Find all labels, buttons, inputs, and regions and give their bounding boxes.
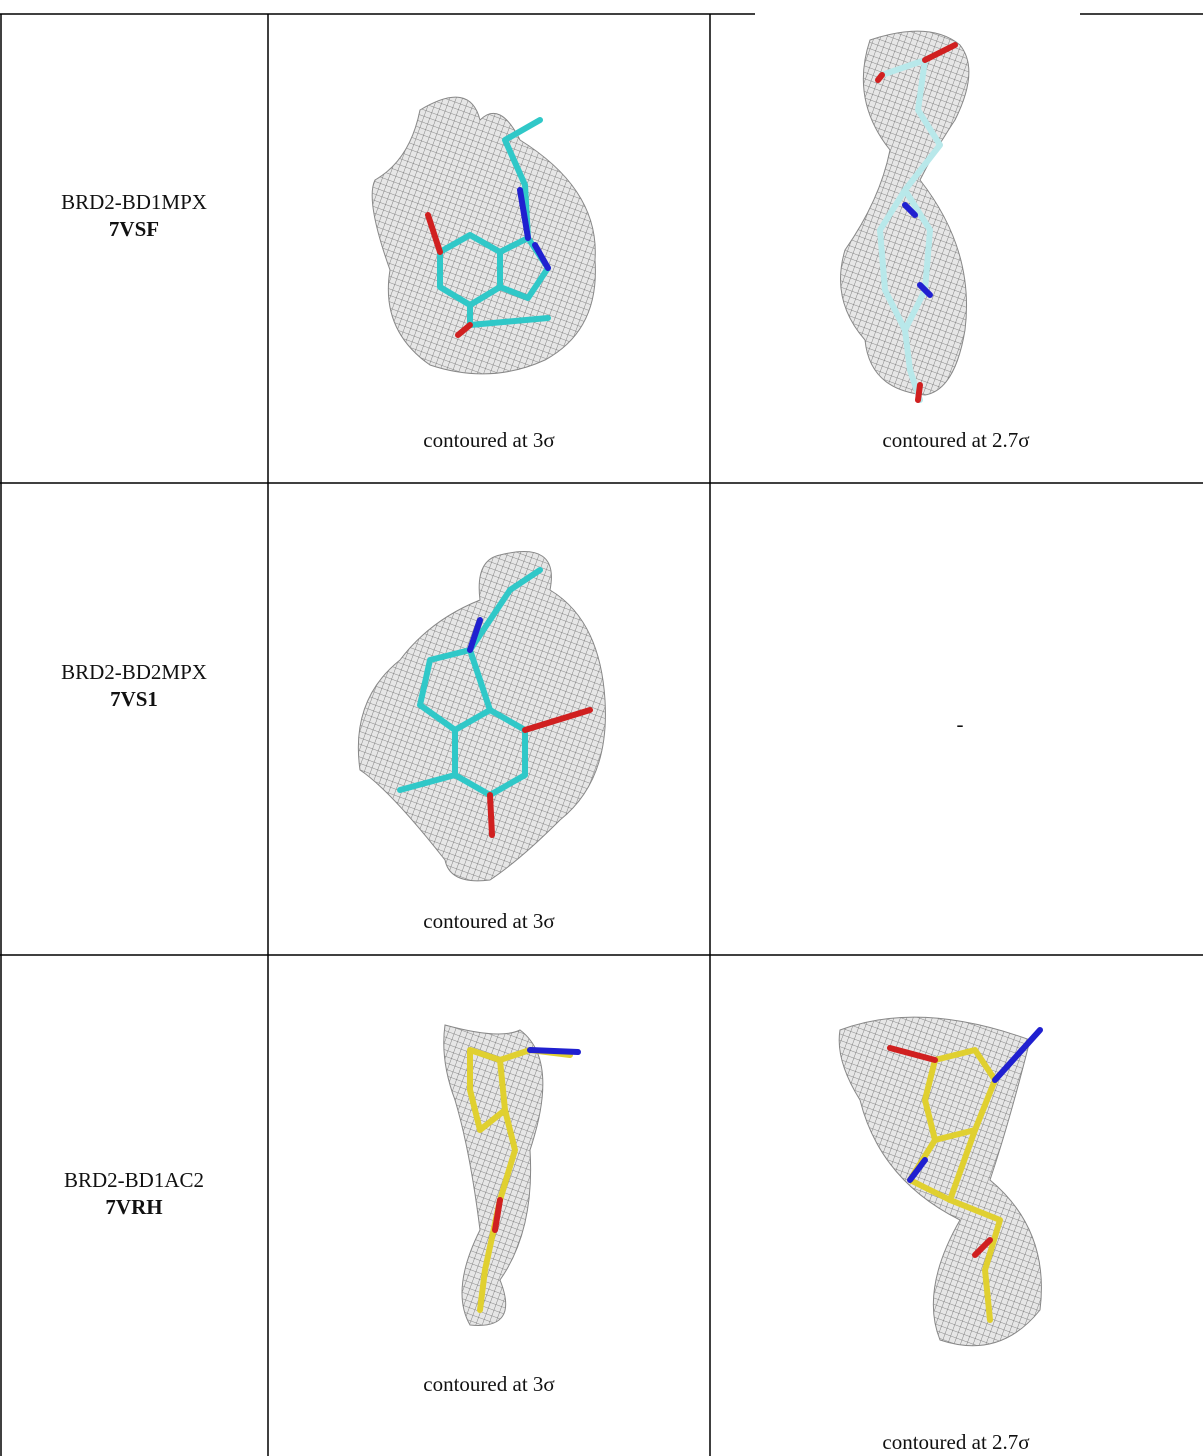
caption: contoured at 2.7σ: [882, 1430, 1029, 1455]
density-image: [358, 552, 605, 881]
caption: contoured at 2.7σ: [882, 428, 1029, 453]
density-image: [839, 1017, 1041, 1346]
row-name: BRD2-BD1AC2: [64, 1168, 204, 1193]
pdb-id: 7VS1: [110, 687, 158, 712]
pdb-id: 7VRH: [105, 1195, 162, 1220]
caption: contoured at 3σ: [423, 1372, 554, 1397]
density-image: [372, 97, 595, 374]
table-drawing: [0, 0, 1203, 1456]
page: BRD2-BD1MPX 7VSF contoured at 3σ contour…: [0, 0, 1203, 1456]
caption: contoured at 3σ: [423, 428, 554, 453]
density-image: [444, 1025, 578, 1325]
row-name: BRD2-BD2MPX: [61, 660, 207, 685]
caption: contoured at 3σ: [423, 909, 554, 934]
caption: -: [957, 712, 964, 737]
row-name: BRD2-BD1MPX: [61, 190, 207, 215]
density-image: [841, 31, 969, 400]
pdb-id: 7VSF: [109, 217, 159, 242]
